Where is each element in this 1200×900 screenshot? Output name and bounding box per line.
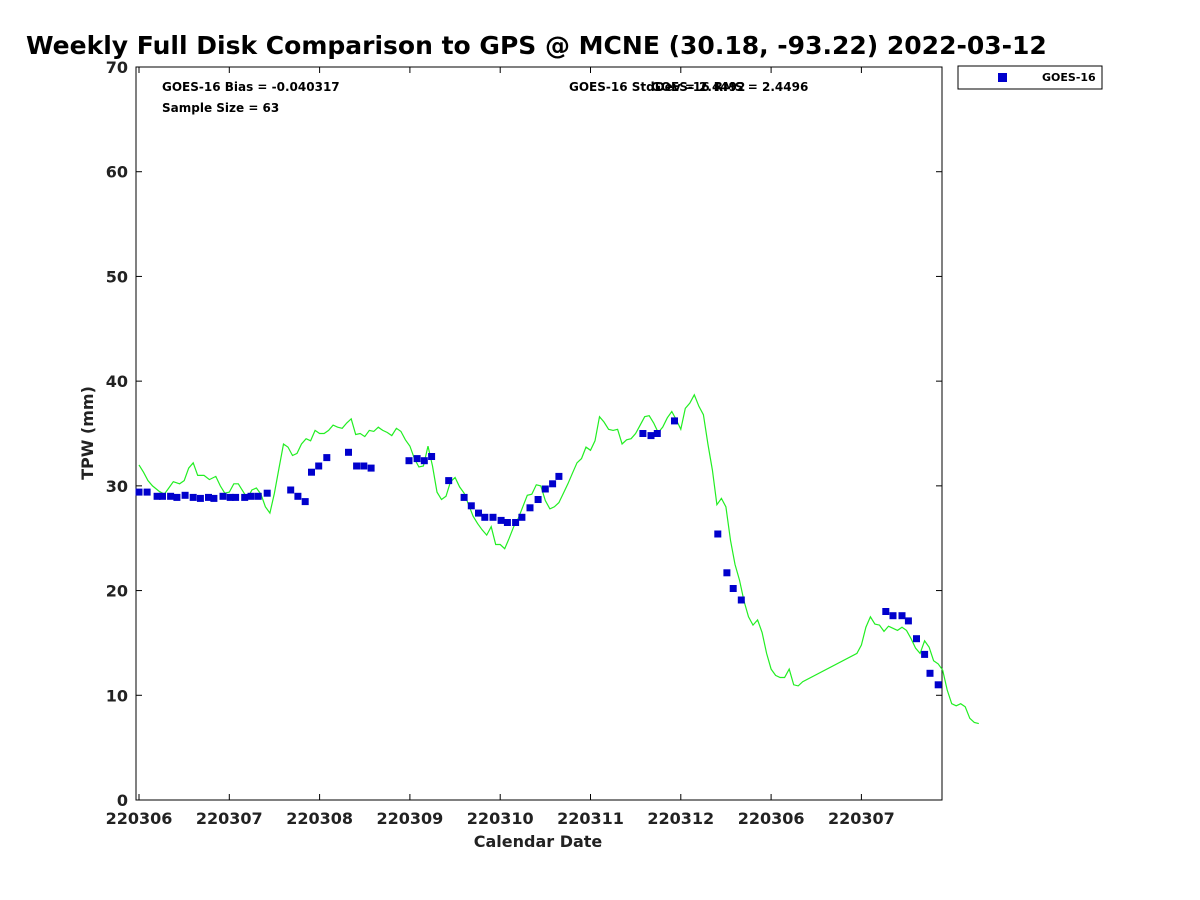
goes-16-point — [503, 519, 511, 526]
goes-16-point — [413, 455, 421, 463]
goes-16-point — [263, 489, 271, 497]
goes-16-point — [315, 462, 323, 470]
goes-16-point — [882, 608, 890, 615]
goes-16-point — [143, 488, 151, 496]
y-tick-label: 70 — [106, 58, 128, 77]
y-axis-label: TPW (mm) — [78, 386, 97, 480]
goes-16-point — [534, 496, 542, 503]
legend-box — [957, 65, 1103, 90]
x-tick-label: 220312 — [647, 809, 714, 828]
y-tick-label: 60 — [106, 163, 128, 182]
goes-16-series — [135, 417, 942, 689]
goes-16-point — [323, 454, 331, 462]
bias-stat: GOES-16 Bias = -0.040317 — [162, 80, 340, 94]
goes-16-point — [159, 492, 166, 500]
x-tick-label: 220309 — [377, 809, 444, 828]
goes-16-point — [737, 596, 745, 604]
goes-16-point — [173, 493, 181, 501]
y-tick-label: 10 — [106, 686, 128, 705]
goes-16-point — [889, 612, 897, 620]
goes-16-point — [308, 468, 315, 476]
goes-16-point — [467, 502, 475, 510]
goes-16-point — [555, 472, 563, 480]
plot-area — [135, 66, 943, 801]
legend-marker — [998, 73, 1007, 82]
goes-16-point — [226, 493, 234, 501]
goes-16-point — [647, 432, 655, 440]
goes-16-point — [353, 462, 361, 470]
goes-16-point — [921, 650, 929, 658]
goes-16-point — [460, 493, 468, 501]
goes-16-point — [671, 417, 678, 425]
goes-16-point — [301, 498, 309, 506]
goes-16-point — [219, 492, 227, 500]
goes-16-point — [405, 457, 413, 465]
goes-16-point — [247, 492, 255, 500]
y-tick-label: 20 — [106, 582, 128, 601]
goes-16-point — [518, 513, 526, 521]
goes-16-point — [723, 569, 731, 577]
goes-16-point — [420, 457, 428, 465]
goes-16-point — [153, 492, 161, 500]
goes-16-point — [913, 635, 920, 643]
goes-16-point — [497, 516, 505, 524]
x-tick-label: 220310 — [467, 809, 534, 828]
x-axis-label: Calendar Date — [474, 832, 603, 851]
x-tick-label: 220307 — [828, 809, 895, 828]
legend-label: GOES-16 — [1042, 71, 1096, 84]
gps-series — [138, 393, 979, 725]
x-tick-label: 220306 — [738, 809, 805, 828]
x-tick-label: 220311 — [557, 809, 624, 828]
goes-16-point — [526, 504, 534, 512]
goes-16-point — [135, 488, 143, 496]
goes-16-point — [196, 494, 204, 502]
axes: 0 10 20 30 40 50 60 70 220306 220307 220308 220309 2… — [106, 58, 942, 828]
goes-16-point — [210, 494, 218, 502]
goes-16-point — [714, 530, 722, 538]
goes-16-point — [360, 462, 368, 470]
goes-16-point — [287, 486, 295, 494]
goes-16-point — [294, 492, 302, 500]
goes-16-point — [541, 485, 549, 493]
goes-16-point — [475, 509, 482, 517]
y-tick-label: 50 — [106, 267, 128, 286]
goes-16-point — [254, 492, 262, 500]
goes-16-point — [653, 430, 661, 437]
goes-16-point — [181, 491, 189, 499]
legend: GOES-16 — [957, 65, 1103, 90]
goes-16-point — [167, 492, 175, 500]
goes-16-point — [512, 519, 520, 526]
goes-16-point — [428, 453, 436, 460]
goes-16-point — [189, 493, 197, 501]
x-tick-label: 220308 — [286, 809, 353, 828]
goes-16-point — [481, 513, 489, 521]
goes-16-point — [549, 480, 557, 488]
goes-16-point — [367, 464, 375, 472]
x-tick-label: 220306 — [106, 809, 173, 828]
goes-16-point — [898, 612, 906, 620]
goes-16-point — [232, 493, 240, 501]
goes-16-point — [926, 669, 934, 677]
x-tick-label: 220307 — [196, 809, 263, 828]
goes-16-point — [639, 430, 647, 437]
goes-16-point — [934, 681, 942, 689]
goes-16-point — [729, 585, 737, 592]
stddev-stat: GOES-16 StdDev = 2.4492 — [569, 80, 745, 94]
y-tick-label: 40 — [106, 372, 128, 391]
goes-16-point — [241, 493, 249, 501]
goes-16-point — [489, 513, 497, 521]
gps-line — [138, 393, 979, 725]
sample-size-stat: Sample Size = 63 — [162, 101, 279, 115]
goes-16-point — [445, 477, 453, 485]
goes-16-point — [345, 448, 352, 456]
rms-stat: GOES-16 RMS = 2.4496 — [651, 80, 808, 94]
chart-title: Weekly Full Disk Comparison to GPS @ MCN… — [26, 31, 1047, 60]
goes-16-point — [904, 617, 912, 625]
goes-16-point — [205, 493, 212, 501]
y-tick-label: 0 — [117, 791, 128, 810]
y-tick-label: 30 — [106, 477, 128, 496]
